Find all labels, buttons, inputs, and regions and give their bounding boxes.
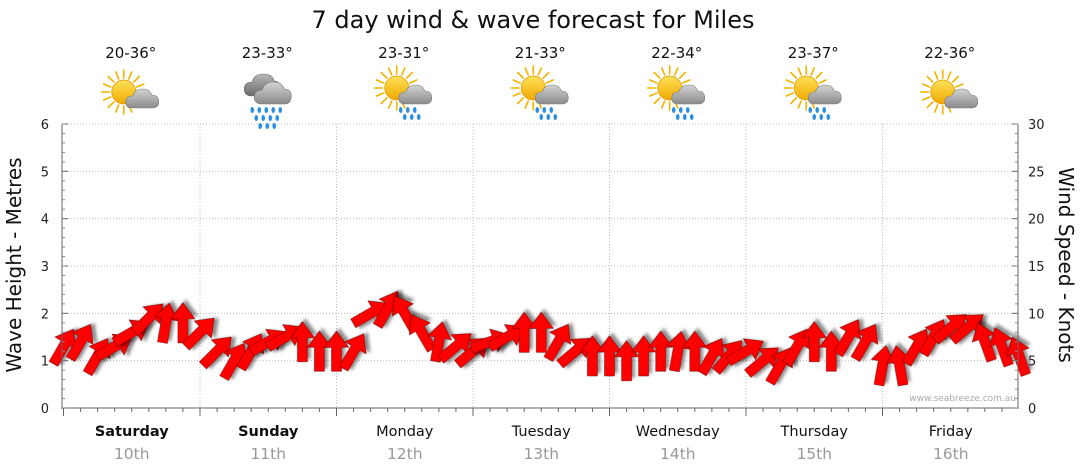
y-tick-label-right: 5: [1028, 355, 1036, 370]
wind-arrow: [289, 321, 315, 363]
temp-label: 23-37°: [788, 44, 839, 62]
credit-text: www.seabreeze.com.au: [909, 394, 1016, 404]
wind-arrow: [543, 323, 572, 362]
day-label: Wednesday: [636, 424, 720, 440]
y-tick-label-right: 0: [1028, 402, 1036, 417]
wind-arrow: [65, 323, 94, 362]
wind-arrow: [886, 345, 912, 387]
date-label: 11th: [250, 445, 286, 463]
wind-arrow: [338, 333, 367, 372]
wind-arrow: [801, 321, 827, 363]
y-tick-label-left: 6: [41, 118, 49, 133]
sun-cloud-rain-icon: [648, 66, 705, 120]
y-tick-label-right: 10: [1028, 307, 1045, 322]
wind-arrow: [818, 330, 844, 372]
date-label: 13th: [523, 445, 559, 463]
temp-label: 23-33°: [242, 44, 293, 62]
chart-title: 7 day wind & wave forecast for Miles: [312, 6, 755, 34]
axes: 0 1 2 3 4 5 6 0 5 10 15 20 25 30 Saturday 10th Sunday 11t…: [41, 118, 1045, 463]
wind-arrow: [971, 322, 997, 363]
y-tick-label-right: 15: [1028, 260, 1045, 275]
day-label: Friday: [929, 424, 973, 440]
y-tick-label-left: 4: [41, 213, 49, 228]
temp-label: 22-34°: [651, 44, 702, 62]
wind-arrow: [648, 330, 674, 372]
date-label: 15th: [796, 445, 832, 463]
wind-arrow: [306, 330, 332, 372]
wind-arrow: [596, 335, 623, 377]
temp-label: 22-36°: [924, 44, 975, 62]
y-tick-label-right: 30: [1028, 118, 1045, 133]
y-tick-label-left: 3: [41, 260, 49, 275]
sun-cloud-rain-icon: [784, 66, 841, 120]
day-label: Saturday: [95, 424, 169, 440]
day-label: Thursday: [780, 424, 849, 440]
temp-label: 21-33°: [515, 44, 566, 62]
rain-cloud-icon: [243, 73, 292, 130]
wind-arrow: [436, 333, 472, 364]
wind-arrow: [666, 331, 691, 373]
y-axis-label-left: Wave Height - Metres: [2, 157, 26, 372]
sun-cloud-icon: [102, 70, 159, 114]
sun-cloud-icon: [921, 70, 978, 114]
y-tick-label-left: 2: [41, 307, 49, 322]
wind-arrow: [782, 328, 810, 367]
sun-cloud-rain-icon: [375, 66, 432, 120]
date-label: 10th: [114, 445, 150, 463]
wind-arrows: [48, 290, 1031, 387]
wind-arrow: [48, 328, 77, 367]
grid: [62, 123, 1018, 408]
wind-arrow: [850, 323, 879, 362]
temp-label: 20-36°: [105, 44, 156, 62]
temp-label: 23-31°: [378, 44, 429, 62]
day-label: Sunday: [238, 424, 299, 440]
y-tick-label-right: 25: [1028, 165, 1045, 180]
wind-arrow: [988, 327, 1014, 368]
y-tick-label-left: 5: [41, 165, 49, 180]
y-tick-label-right: 20: [1028, 213, 1045, 228]
date-label: 12th: [387, 445, 423, 463]
weather-icons: 20-36° 23-33° 23-31° 21-33° 22-34° 23-37° 22-3…: [102, 44, 978, 130]
wind-arrow: [833, 319, 862, 358]
wind-arrow: [198, 336, 232, 370]
y-tick-label-left: 0: [41, 402, 49, 417]
date-label: 16th: [933, 445, 969, 463]
wind-arrow: [528, 311, 554, 353]
y-tick-label-left: 1: [41, 355, 49, 370]
y-axis-label-right: Wind Speed - Knots: [1054, 167, 1078, 363]
wind-arrow: [870, 345, 896, 387]
wind-arrow: [697, 338, 725, 377]
day-label: Tuesday: [511, 424, 571, 440]
day-label: Monday: [376, 424, 434, 440]
wind-arrow: [579, 335, 606, 377]
date-label: 14th: [660, 445, 696, 463]
wind-arrow: [511, 311, 537, 353]
wind-arrow: [154, 302, 179, 344]
sun-cloud-rain-icon: [511, 66, 568, 120]
wind-arrow: [181, 317, 215, 351]
